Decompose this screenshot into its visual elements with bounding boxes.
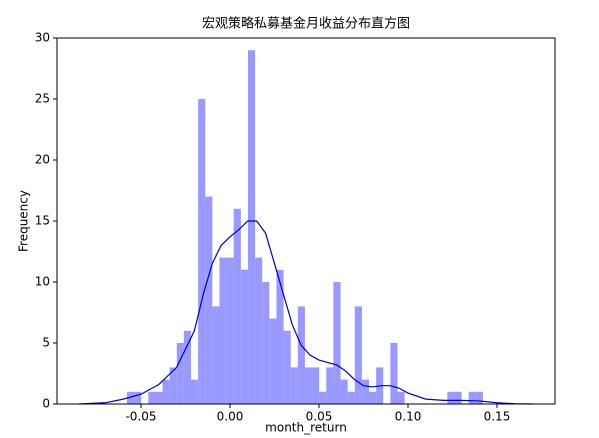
bar <box>219 257 227 404</box>
x-tick-label: 0.00 <box>217 410 244 424</box>
bar <box>326 367 334 404</box>
bar <box>397 391 405 404</box>
bar <box>205 196 213 404</box>
bar <box>134 391 142 404</box>
y-tick-label: 0 <box>42 397 50 411</box>
bar <box>297 306 305 404</box>
y-tick-label: 25 <box>35 92 50 106</box>
kde-line <box>78 220 533 405</box>
y-tick-label: 30 <box>35 31 50 45</box>
bar <box>212 306 220 404</box>
bar <box>361 379 370 404</box>
bar <box>198 99 206 404</box>
bar <box>312 367 320 404</box>
bar <box>191 379 199 404</box>
x-tick-label: -0.05 <box>125 410 156 424</box>
chart-title: 宏观策略私募基金月收益分布直方图 <box>202 16 410 32</box>
bar <box>148 391 156 404</box>
bar <box>126 391 135 404</box>
bar <box>269 318 277 404</box>
bar <box>176 343 184 404</box>
bar <box>155 391 163 404</box>
bar <box>255 257 263 404</box>
bar <box>454 391 462 404</box>
x-tick-label: 0.05 <box>306 410 333 424</box>
bar <box>290 367 298 404</box>
x-tick-label: 0.10 <box>395 410 422 424</box>
bar <box>169 367 177 404</box>
bar <box>475 391 483 404</box>
bar <box>304 367 313 404</box>
bar <box>226 257 234 404</box>
bar <box>347 391 355 404</box>
y-tick-label: 10 <box>35 275 50 289</box>
bar <box>333 282 341 404</box>
bar <box>447 391 455 404</box>
bar <box>240 269 248 404</box>
bar <box>183 330 192 404</box>
x-tick-label: 0.15 <box>484 410 511 424</box>
x-axis-label: month_return <box>265 421 347 435</box>
y-axis-label: Frequency <box>17 190 31 252</box>
y-tick-label: 15 <box>35 214 50 228</box>
bar <box>354 306 362 404</box>
bar <box>247 50 256 404</box>
bar <box>390 343 398 404</box>
bar <box>340 379 348 404</box>
bar <box>262 282 270 404</box>
bar <box>162 379 170 404</box>
bar <box>319 391 327 404</box>
bar <box>233 208 241 404</box>
y-tick-label: 20 <box>35 153 50 167</box>
plot-frame <box>56 37 556 405</box>
y-tick-label: 5 <box>42 336 50 350</box>
bar <box>468 391 476 404</box>
bar <box>283 330 291 404</box>
bar <box>276 269 284 404</box>
bar <box>369 391 377 404</box>
